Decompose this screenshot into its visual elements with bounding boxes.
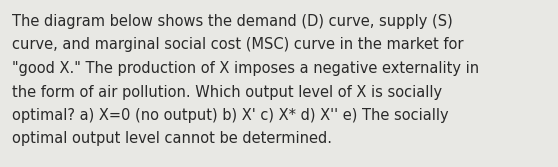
Text: The diagram below shows the demand (D) curve, supply (S): The diagram below shows the demand (D) c… [12, 14, 453, 29]
Text: curve, and marginal social cost (MSC) curve in the market for: curve, and marginal social cost (MSC) cu… [12, 38, 464, 52]
Text: the form of air pollution. Which output level of X is socially: the form of air pollution. Which output … [12, 85, 442, 100]
Text: "good X." The production of X imposes a negative externality in: "good X." The production of X imposes a … [12, 61, 479, 76]
Text: optimal? a) X=0 (no output) b) X' c) X* d) X'' e) The socially: optimal? a) X=0 (no output) b) X' c) X* … [12, 108, 449, 123]
Text: optimal output level cannot be determined.: optimal output level cannot be determine… [12, 131, 332, 146]
